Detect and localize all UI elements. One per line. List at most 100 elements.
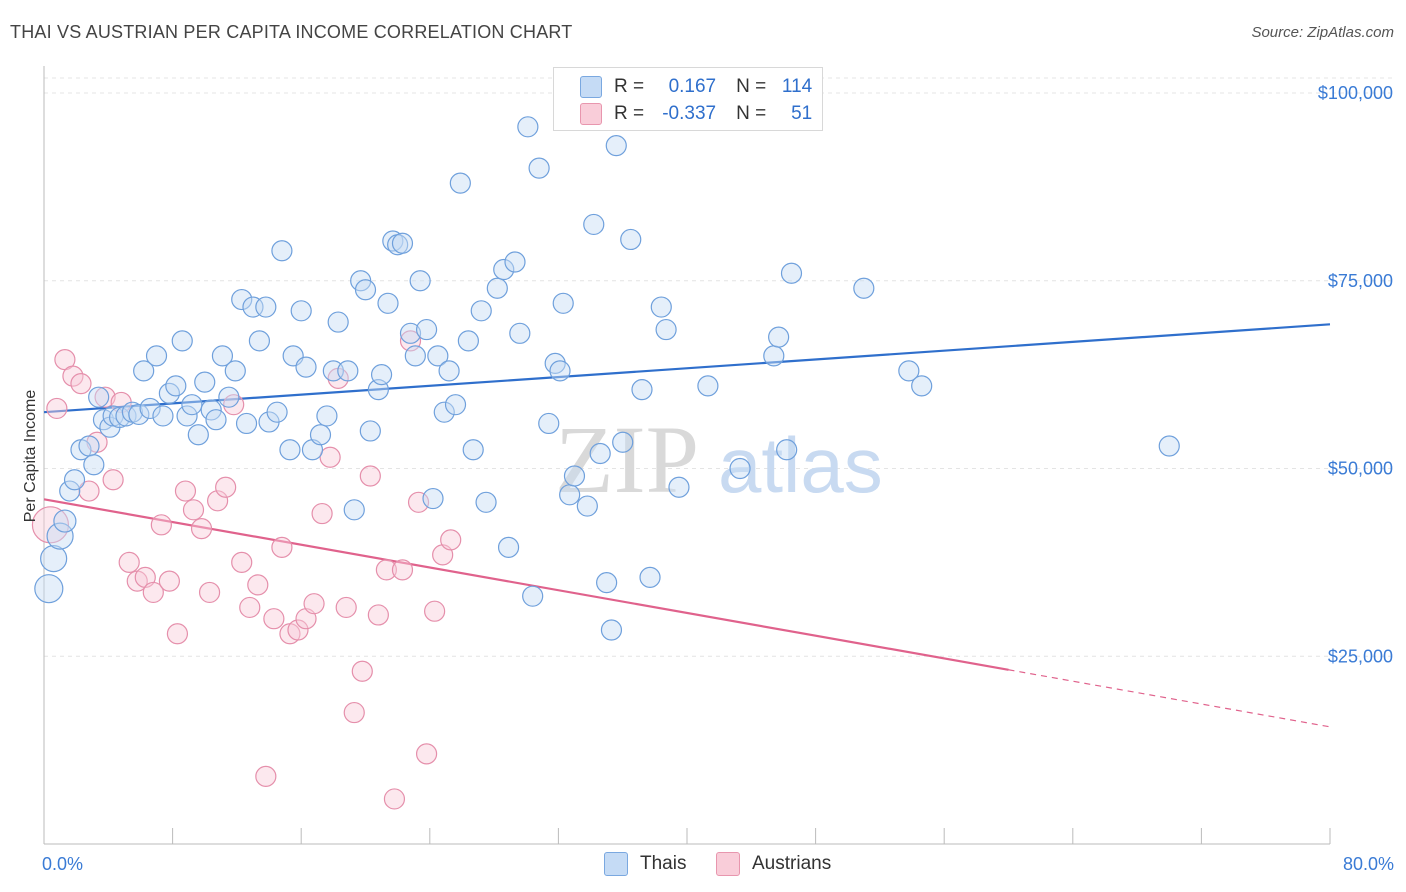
austrian-point <box>62 365 84 387</box>
thai-point <box>404 345 426 367</box>
thai-point <box>462 439 484 461</box>
thai-point <box>295 356 317 378</box>
thai-point <box>449 172 471 194</box>
axes <box>43 66 1331 845</box>
thai-point <box>559 484 581 506</box>
y-tick-label: $50,000 <box>1328 459 1393 479</box>
austrian-point <box>271 536 293 558</box>
thai-point <box>322 360 344 382</box>
thai-point <box>337 360 359 382</box>
watermark: ZIP atlas <box>555 406 883 513</box>
thai-point <box>59 480 81 502</box>
austrian-point <box>287 619 309 641</box>
legend-item-austrians[interactable]: Austrians <box>716 852 831 876</box>
n-value: 114 <box>781 76 813 97</box>
legend-item-thais[interactable]: Thais <box>604 852 686 876</box>
thai-point <box>181 394 203 416</box>
r-value: 0.167 <box>668 76 717 97</box>
austrian-point <box>351 660 373 682</box>
thai-point <box>88 386 110 408</box>
trend-lines <box>43 323 1331 728</box>
thai-point <box>255 296 277 318</box>
thai-point <box>763 345 785 367</box>
austrians-swatch <box>580 103 602 125</box>
austrian-point <box>31 506 70 544</box>
thai-point <box>205 409 227 431</box>
thai-point <box>563 465 586 487</box>
thai-point <box>438 360 460 382</box>
thai-point <box>552 292 574 314</box>
austrian-point <box>343 701 365 724</box>
thai-point <box>34 574 64 604</box>
thai-point <box>768 326 790 348</box>
austrian-point <box>78 480 100 502</box>
thai-point <box>145 345 168 367</box>
thai-point <box>668 476 690 498</box>
thais-swatch <box>580 76 602 98</box>
n-value: 51 <box>791 103 813 124</box>
thai-point <box>139 397 161 420</box>
austrians-trend-extension <box>1008 669 1331 728</box>
austrian-point <box>255 765 277 788</box>
thai-point <box>493 258 515 281</box>
thai-point <box>78 435 100 457</box>
austrian-point <box>263 608 285 630</box>
thai-point <box>399 322 422 344</box>
thais-trend-line <box>43 323 1331 414</box>
thai-point <box>290 300 312 322</box>
thai-point <box>596 572 618 594</box>
thai-point <box>359 420 381 442</box>
thai-point <box>224 360 246 382</box>
austrian-point <box>367 604 389 626</box>
thai-point <box>46 522 74 550</box>
austrian-point <box>70 373 92 395</box>
austrian-point <box>94 386 116 408</box>
thai-point <box>729 457 751 480</box>
thai-point <box>63 469 86 491</box>
austrians-trend-line <box>43 498 1009 671</box>
thai-point <box>309 424 332 446</box>
thai-point <box>231 288 253 311</box>
thai-point <box>377 292 399 314</box>
austrian-point <box>319 446 341 468</box>
austrians-legend-swatch <box>716 852 740 876</box>
thai-point <box>427 345 449 367</box>
thai-point <box>194 371 216 393</box>
thai-point <box>171 330 193 352</box>
thai-point <box>522 585 544 607</box>
thai-point <box>612 431 634 453</box>
thais-points <box>34 116 1180 641</box>
thai-point <box>517 116 539 138</box>
thai-point <box>650 296 672 318</box>
thai-point <box>697 375 719 397</box>
thai-point <box>497 536 520 558</box>
thai-point <box>576 495 598 517</box>
thai-point <box>354 279 377 301</box>
thai-point <box>911 375 933 397</box>
thais-legend-swatch <box>604 852 628 876</box>
thai-point <box>631 379 653 401</box>
austrian-point <box>247 574 269 596</box>
x-tick-label: 80.0% <box>1343 854 1394 874</box>
thai-point <box>343 499 365 521</box>
source-label: Source: ZipAtlas.com <box>1251 24 1394 41</box>
thai-point <box>549 360 571 382</box>
thai-point <box>53 509 77 533</box>
austrian-point <box>118 551 140 573</box>
thai-point <box>165 375 187 397</box>
thai-point <box>266 401 288 423</box>
thai-point <box>538 412 560 435</box>
thai-point <box>422 487 444 510</box>
thai-point <box>200 399 222 421</box>
thai-point <box>187 424 209 446</box>
legend-label: Thais <box>640 853 687 874</box>
thai-point <box>600 619 623 641</box>
n-label: N = <box>736 76 767 97</box>
austrian-point <box>142 581 164 604</box>
r-value: -0.337 <box>662 103 717 124</box>
thai-point <box>655 318 677 341</box>
thai-point <box>370 364 393 386</box>
thai-point <box>780 262 803 284</box>
y-tick-label: $75,000 <box>1328 271 1393 291</box>
